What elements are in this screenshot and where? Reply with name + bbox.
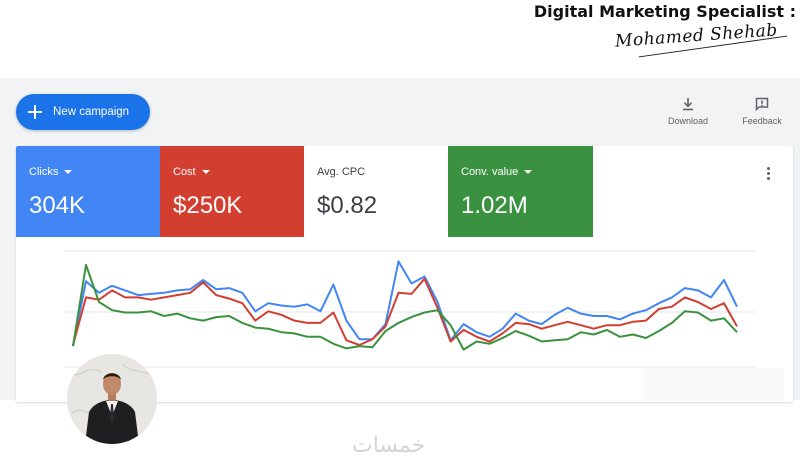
feedback-label: Feedback bbox=[742, 116, 782, 126]
feedback-button[interactable]: Feedback bbox=[732, 96, 792, 126]
download-button[interactable]: Download bbox=[658, 96, 718, 126]
performance-chart bbox=[64, 250, 756, 368]
watermark-logo: خمسات bbox=[352, 433, 426, 458]
metric-conv-number: 1.02M bbox=[461, 192, 528, 219]
metric-cpc-value: $0.82 bbox=[317, 192, 378, 219]
page-title: Digital Marketing Specialist : bbox=[533, 2, 796, 21]
metric-cost-value: $250K bbox=[173, 192, 243, 219]
avatar bbox=[67, 354, 157, 444]
new-campaign-label: New campaign bbox=[53, 106, 130, 118]
profile-photo bbox=[67, 354, 157, 444]
new-campaign-button[interactable]: New campaign bbox=[16, 94, 150, 130]
metric-cost-header: Cost bbox=[173, 166, 304, 178]
series-line-0 bbox=[72, 260, 738, 347]
download-icon bbox=[683, 98, 693, 111]
app-panel: New campaign Download Feedback Clicks 30… bbox=[0, 78, 800, 402]
caret-down-icon bbox=[201, 170, 210, 174]
metric-conv-label: Conv. value bbox=[461, 166, 519, 178]
caret-down-icon bbox=[64, 170, 73, 174]
performance-card: Clicks 304K Cost $250K Avg. CPC $0.82 Co… bbox=[16, 146, 793, 402]
metric-clicks-header: Clicks bbox=[29, 166, 160, 178]
metric-conv-value[interactable]: Conv. value 1.02M bbox=[448, 146, 593, 237]
metric-cpc-header: Avg. CPC bbox=[317, 166, 448, 178]
metric-cost-label: Cost bbox=[173, 166, 196, 178]
metric-clicks[interactable]: Clicks 304K bbox=[16, 146, 160, 237]
plus-icon bbox=[28, 105, 42, 119]
metric-conv-header: Conv. value bbox=[461, 166, 593, 178]
metric-cost[interactable]: Cost $250K bbox=[160, 146, 304, 237]
feedback-icon bbox=[755, 97, 769, 112]
series-line-1 bbox=[72, 277, 738, 346]
caret-down-icon bbox=[524, 170, 533, 174]
metric-cpc-label: Avg. CPC bbox=[317, 166, 366, 178]
metric-clicks-label: Clicks bbox=[29, 166, 59, 178]
blank-area bbox=[644, 368, 784, 400]
series-line-2 bbox=[72, 263, 738, 351]
signature: Mohamed Shehab bbox=[614, 20, 779, 52]
metric-avg-cpc[interactable]: Avg. CPC $0.82 bbox=[304, 146, 448, 237]
download-label: Download bbox=[667, 116, 709, 126]
more-options-icon[interactable] bbox=[763, 167, 773, 183]
metric-clicks-value: 304K bbox=[29, 192, 86, 219]
